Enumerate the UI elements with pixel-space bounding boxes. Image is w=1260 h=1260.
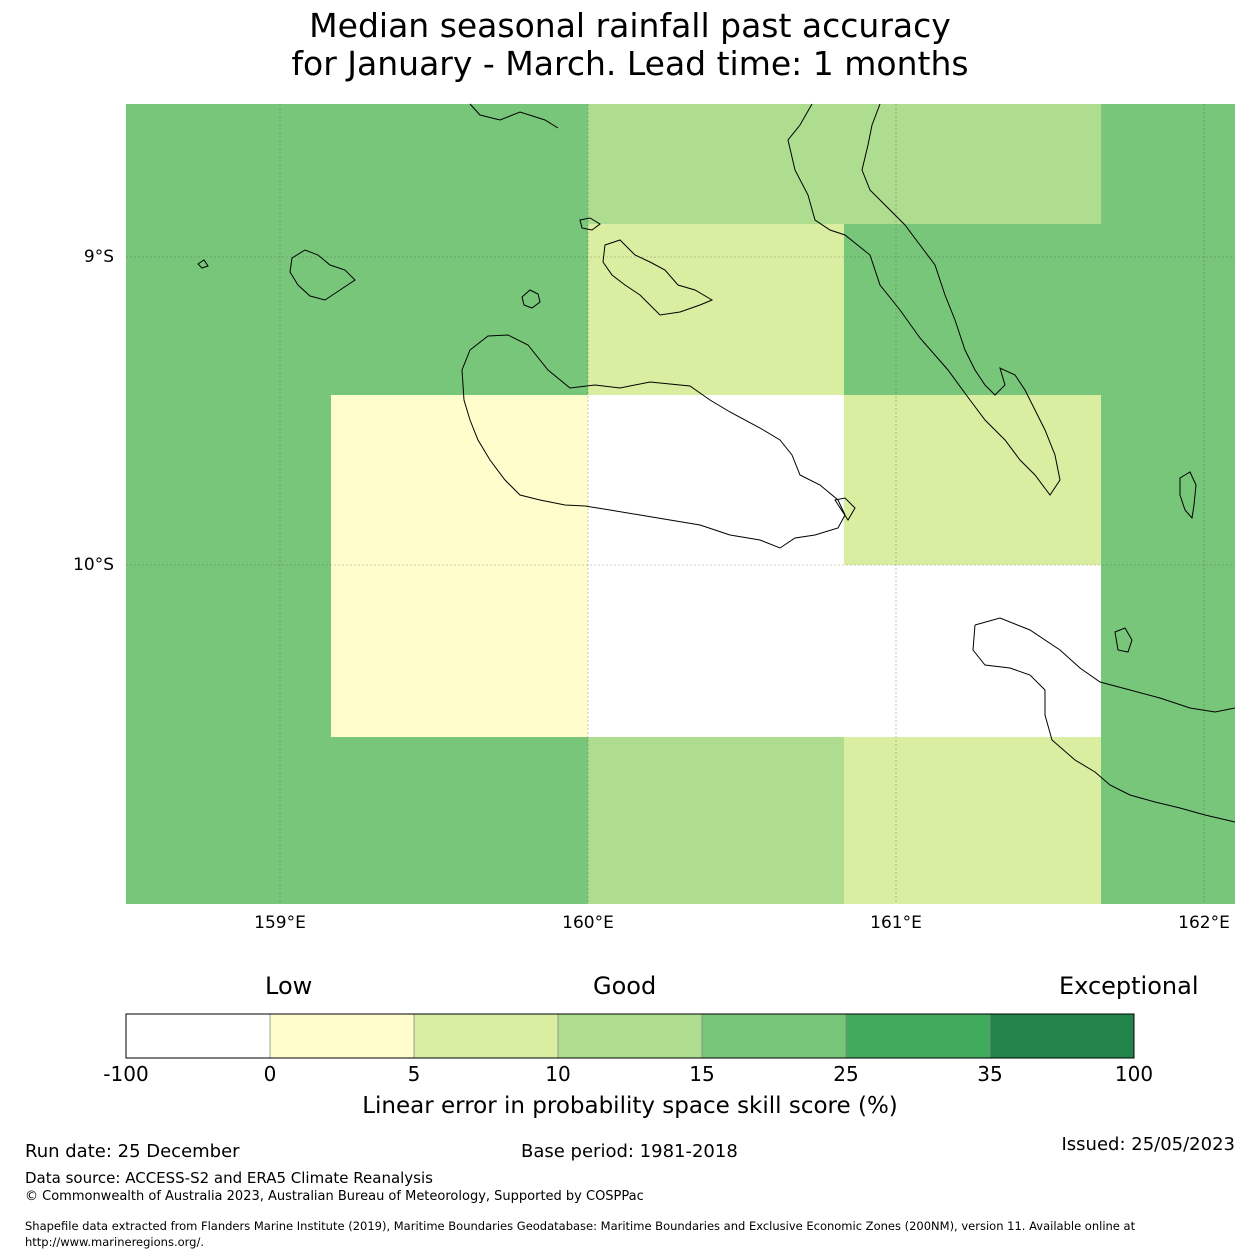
grid-cell — [844, 737, 1101, 904]
coastline-savo — [521, 289, 541, 309]
colorbar-tick: 100 — [1114, 1062, 1154, 1086]
issued-date: Issued: 25/05/2023 — [1061, 1134, 1235, 1155]
map-title-line-1: Median seasonal rainfall past accuracy — [309, 6, 951, 45]
grid-cell — [588, 224, 844, 395]
coastlines — [197, 103, 1236, 823]
lon-label-160e: 160°E — [562, 913, 614, 933]
colorbar-label: Linear error in probability space skill … — [362, 1093, 898, 1119]
category-low: Low — [265, 972, 313, 1000]
category-good: Good — [593, 972, 657, 1000]
coastline-guadalcanal — [461, 334, 846, 549]
lat-label-9s: 9°S — [83, 247, 114, 267]
coastline-malaita — [787, 103, 1061, 496]
colorbar — [125, 1013, 1135, 1059]
copyright: © Commonwealth of Australia 2023, Austra… — [25, 1189, 644, 1204]
lon-label-162e: 162°E — [1178, 913, 1230, 933]
colorbar-tick: 10 — [545, 1062, 571, 1086]
grid-cell — [588, 565, 1101, 737]
grid-cell — [588, 395, 844, 565]
colorbar-tick: 15 — [689, 1062, 715, 1086]
colorbar-tick: 25 — [833, 1062, 859, 1086]
colorbar-segment — [558, 1014, 702, 1058]
grid-cell — [588, 104, 1101, 224]
base-period: Base period: 1981-2018 — [521, 1141, 738, 1162]
colorbar-segment — [990, 1014, 1134, 1058]
shapefile-credit-line-2: http://www.marineregions.org/. — [25, 1235, 204, 1249]
grid-cell — [331, 395, 588, 737]
coastline-small-isle — [1114, 627, 1133, 653]
coastline-ulawa — [1179, 471, 1197, 520]
lon-label-161e: 161°E — [870, 913, 922, 933]
gridlines — [126, 104, 1235, 904]
lon-label-159e: 159°E — [254, 913, 306, 933]
shapefile-credit-line-1: Shapefile data extracted from Flanders M… — [25, 1219, 1136, 1233]
colorbar-segment — [846, 1014, 990, 1058]
colorbar-tick: 5 — [407, 1062, 421, 1086]
category-exceptional: Exceptional — [1059, 972, 1199, 1000]
coastline-north-islet — [579, 217, 601, 231]
coastline-makira — [972, 617, 1236, 823]
colorbar-segment — [414, 1014, 558, 1058]
run-date: Run date: 25 December — [25, 1141, 240, 1162]
lat-label-10s: 10°S — [73, 555, 114, 575]
colorbar-tick: 0 — [263, 1062, 277, 1086]
colorbar-tick: 35 — [977, 1062, 1003, 1086]
data-source: Data source: ACCESS-S2 and ERA5 Climate … — [25, 1169, 433, 1187]
colorbar-frame — [125, 1013, 1135, 1059]
colorbar-segment — [702, 1014, 846, 1058]
coastline-russell-islands — [289, 249, 356, 301]
colorbar-tick: -100 — [103, 1062, 149, 1086]
map-title-line-2: for January - March. Lead time: 1 months — [291, 44, 969, 83]
coastline-florida-islands — [602, 239, 714, 316]
colorbar-segment — [270, 1014, 414, 1058]
grid-cell — [844, 395, 1101, 565]
grid-cell — [588, 737, 844, 904]
coastline-nw-islets — [197, 103, 856, 521]
colorbar-segment — [126, 1014, 270, 1058]
